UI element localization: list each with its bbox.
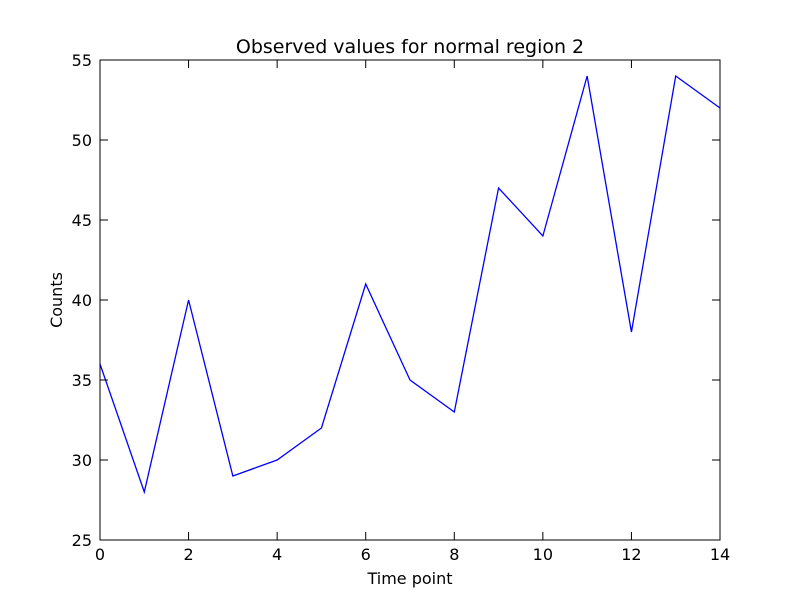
x-tick-label: 2: [183, 545, 193, 564]
y-tick-label: 40: [72, 291, 92, 310]
series-line-0: [99, 74, 721, 495]
y-tick-label: 45: [72, 211, 92, 230]
plot-frame: [99, 59, 721, 541]
y-tick-label: 50: [72, 131, 92, 150]
y-tick-label: 25: [72, 531, 92, 550]
x-tick-label: 12: [621, 545, 641, 564]
plot-area: 0 2 4 6 8 10 12 14 25 30 35 40 45 50 55: [72, 51, 731, 564]
y-tick-label: 30: [72, 451, 92, 470]
x-tick-label: 10: [533, 545, 553, 564]
x-tick-label: 14: [710, 545, 730, 564]
y-tick-label: 35: [72, 371, 92, 390]
y-axis-label: Counts: [47, 272, 66, 328]
x-tick-label: 4: [272, 545, 282, 564]
x-axis-label: Time point: [366, 569, 452, 588]
x-tick-label: 0: [95, 545, 105, 564]
x-tick-label: 8: [449, 545, 459, 564]
chart-title: Observed values for normal region 2: [236, 36, 584, 58]
x-tick-label: 6: [361, 545, 371, 564]
y-tick-label: 55: [72, 51, 92, 70]
